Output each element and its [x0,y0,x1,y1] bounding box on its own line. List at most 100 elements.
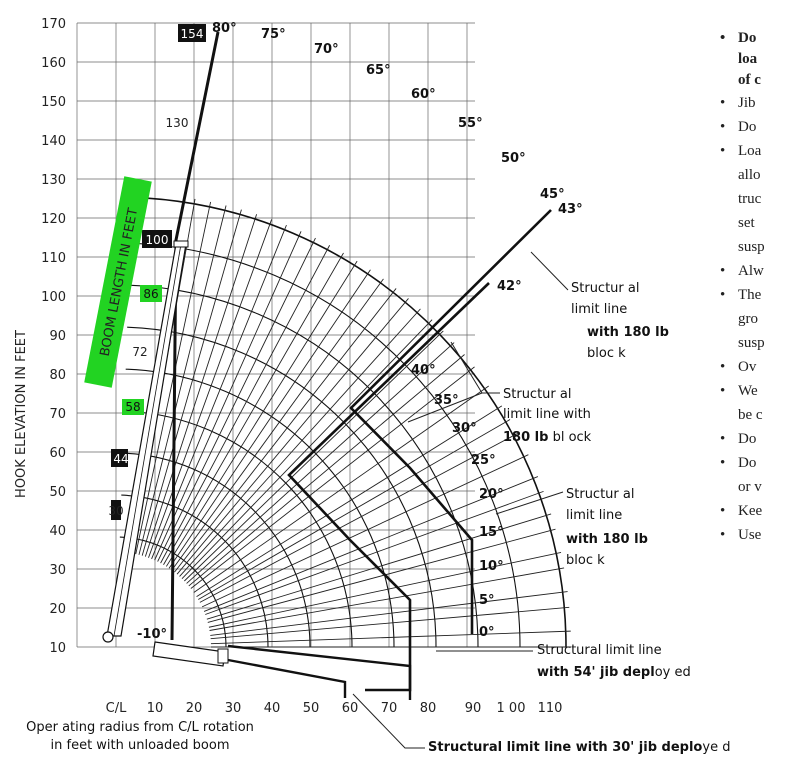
x-tick: 80 [420,701,437,716]
x-tick: C/L [106,701,127,716]
note-item: be c [738,407,763,423]
y-tick: 10 [49,641,66,656]
note-item: loa [738,51,758,67]
x-axis-label: Oper ating radius from C/L rotation [26,720,254,735]
note-item: susp [738,239,765,255]
jib-head [217,648,229,664]
boom-angle-labels: 80° 75° 70° 65° 60° 55° 50° 45° 43° 42° … [137,21,583,642]
boom-angle-line [171,278,384,571]
svg-text:limit line: limit line [571,302,627,317]
boom-angle-line [144,214,258,557]
y-tick: 150 [41,95,66,110]
y-tick: 170 [41,17,66,32]
boom-length-label: 100 [146,233,169,247]
boom-angle-line [208,551,562,628]
boom-angle-line [176,298,409,575]
boom-angle-line [210,630,571,645]
note-item: Alw [720,259,785,283]
note-item: susp [738,335,765,351]
y-tick: 50 [49,485,66,500]
boom-angle-line [203,476,539,612]
svg-text:with 180 lb: with 180 lb [587,325,669,340]
annotation-limit-line-1: Structur al limit line with 180 lb bloc … [571,281,669,361]
grid [76,22,475,648]
boom-angle-line [160,245,331,564]
svg-text:180 lb bl ock: 180 lb bl ock [503,430,592,445]
angle-label: 10° [479,559,504,574]
boom-angle-line [148,219,273,558]
pointer [450,341,483,394]
y-tick: 30 [49,563,66,578]
turret-pivot [102,631,114,643]
boom-angle-line [141,209,242,556]
angle-label: 75° [261,27,286,42]
boom-angle-line [165,260,358,567]
angle-label: 20° [479,487,504,502]
y-axis: 10 20 30 40 50 60 70 80 90 100 110 120 1… [41,17,66,656]
y-tick: 130 [41,173,66,188]
boom-angle-line [209,567,565,631]
boom-angle-line [205,490,544,615]
boom-angle-line [199,432,518,603]
angle-label: -10° [137,627,167,642]
boom-length-labels: 154 130 100 86 72 58 44 30 [108,24,206,520]
note-item: The [720,283,785,307]
boom-angle-line [201,454,529,608]
boom-angle-line [210,606,570,640]
x-tick: 90 [465,701,482,716]
angle-label: 43° [558,202,583,217]
boom-angle-line [174,288,397,573]
y-tick: 90 [49,329,66,344]
svg-text:Structur al: Structur al [503,387,571,402]
angle-label: 65° [366,63,391,78]
x-tick: 110 [538,701,563,716]
x-tick: 70 [381,701,398,716]
boom-center-line [113,243,182,637]
y-tick: 160 [41,56,66,71]
pointer [495,491,564,515]
note-item: Do [720,451,785,475]
svg-text:Structural limit line with 30': Structural limit line with 30' jib deplo… [428,740,730,755]
note-item: Kee [720,499,785,523]
angle-label: 60° [411,87,436,102]
x-tick: 30 [225,701,242,716]
limit-line-54-jib [227,644,412,700]
angle-label: 55° [458,116,483,131]
x-tick: 50 [303,701,320,716]
y-tick: 60 [49,446,66,461]
boom-angle-line [207,528,556,623]
svg-text:Structural limit line: Structural limit line [537,643,662,658]
boom-angle-line [198,419,511,600]
boom-angle-line [181,319,433,579]
boom-length-badge [142,230,172,248]
annotation-jib-54: Structural limit line with 54' jib deplo… [537,643,691,680]
note-item: Ov [720,355,785,379]
boom-angle-line [206,513,552,620]
svg-text:bloc k: bloc k [587,346,626,361]
boom-angle-line [138,205,227,555]
y-tick: 80 [49,368,66,383]
boom-angle-line [179,308,421,577]
angle-label: 5° [479,593,495,608]
annotation-limit-line-2: Structur al limit line with 180 lb bl oc… [503,387,592,445]
note-item: Do [720,115,785,139]
note-item: Loa [720,139,785,163]
y-tick: 100 [41,290,66,305]
angle-label: 50° [501,151,526,166]
note-item: allo [738,167,761,183]
svg-text:with 180 lb: with 180 lb [566,532,648,547]
x-tick: 60 [342,701,359,716]
angle-label: 40° [411,363,436,378]
angle-label: 25° [471,453,496,468]
boom-length-label: 72 [132,345,147,359]
note-item: truc [738,191,762,207]
angle-label: 0° [479,625,495,640]
angle-label: 42° [497,279,522,294]
x-tick: 1 00 [497,701,526,716]
svg-text:Structur al: Structur al [566,487,634,502]
note-item: of c [738,72,761,88]
svg-text:limit line with: limit line with [503,407,591,422]
annotation-limit-line-3: Structur al limit line with 180 lb bloc … [566,487,648,568]
x-tick: 20 [186,701,203,716]
